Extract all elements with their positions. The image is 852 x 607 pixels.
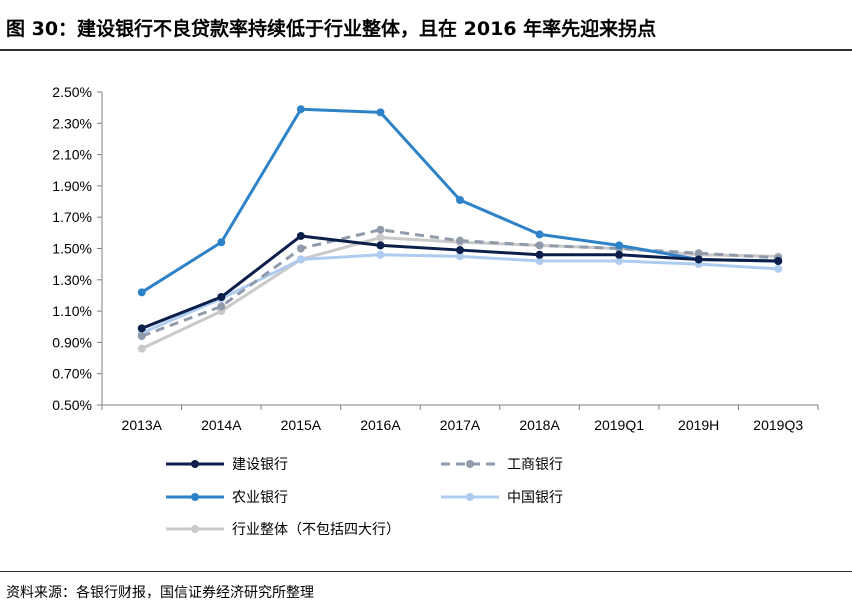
series-point [456, 236, 464, 245]
chart-axes: 0.50% 0.70% 0.90% 1.10% 1.30% 1.50% 1.70% 1.90%… [52, 84, 819, 433]
series-point [296, 255, 305, 264]
series-point [456, 252, 464, 261]
legend-swatch-marker [466, 460, 474, 468]
series-point [456, 246, 464, 255]
x-tick-label: 2014A [201, 417, 242, 433]
legend-label: 工商银行 [507, 457, 563, 473]
x-tick-label: 2019Q3 [753, 417, 803, 433]
series-point [217, 302, 226, 311]
series-point [535, 250, 544, 259]
y-tick-label: 1.30% [52, 272, 92, 288]
series-point [376, 233, 385, 242]
series-point [376, 225, 385, 234]
series-point [376, 241, 385, 250]
series-point [694, 249, 703, 258]
legend-label: 行业整体（不包括四大行） [232, 522, 400, 538]
y-tick-label: 2.10% [52, 147, 92, 163]
y-tick-label: 2.30% [52, 115, 92, 131]
x-tick-label: 2018A [519, 417, 560, 433]
series-point [296, 244, 305, 253]
series-point [217, 238, 226, 247]
y-tick-label: 1.50% [52, 241, 92, 257]
series-point [217, 293, 226, 302]
series-point [615, 241, 624, 250]
series-point [774, 264, 783, 273]
legend-label: 建设银行 [232, 457, 288, 473]
series-point [535, 241, 544, 250]
legend-swatch-marker [191, 460, 199, 468]
y-tick-label: 0.50% [52, 397, 92, 413]
y-tick-label: 1.10% [52, 303, 92, 319]
x-tick-label: 2019Q1 [594, 417, 644, 433]
legend-swatch-marker [191, 525, 199, 533]
chart-series-lines [137, 105, 783, 353]
figure-title: 图 30：建设银行不良贷款率持续低于行业整体，且在 2016 年率先迎来拐点 [6, 18, 657, 40]
y-tick-label: 0.90% [52, 334, 92, 350]
series-point [296, 105, 305, 114]
legend-swatch-marker [191, 493, 199, 501]
y-tick-label: 2.50% [52, 84, 92, 100]
series-point [456, 195, 464, 204]
legend-label: 中国银行 [507, 490, 563, 506]
series-point [535, 230, 544, 239]
legend-swatch-marker [466, 493, 474, 501]
line-chart: 0.50% 0.70% 0.90% 1.10% 1.30% 1.50% 1.70% 1.90%… [52, 84, 819, 538]
series-point [376, 250, 385, 259]
y-tick-label: 0.70% [52, 366, 92, 382]
series-point [376, 108, 385, 117]
series-point [296, 231, 305, 240]
series-point [535, 257, 544, 266]
x-tick-label: 2016A [360, 417, 401, 433]
x-tick-label: 2015A [281, 417, 322, 433]
series-point [137, 288, 146, 297]
series-point [137, 344, 146, 353]
series-point [774, 257, 783, 266]
x-tick-label: 2017A [440, 417, 481, 433]
source-divider [0, 571, 852, 572]
series-point [694, 255, 703, 264]
y-tick-label: 1.90% [52, 178, 92, 194]
x-tick-label: 2019H [678, 417, 719, 433]
x-tick-label: 2013A [122, 417, 163, 433]
series-point [137, 332, 146, 341]
series-point [137, 324, 146, 333]
series-point [615, 257, 624, 266]
source-note: 资料来源：各银行财报，国信证券经济研究所整理 [6, 585, 314, 601]
y-tick-label: 1.70% [52, 209, 92, 225]
legend-label: 农业银行 [232, 490, 288, 506]
series-point [615, 250, 624, 259]
title-divider [0, 49, 852, 51]
